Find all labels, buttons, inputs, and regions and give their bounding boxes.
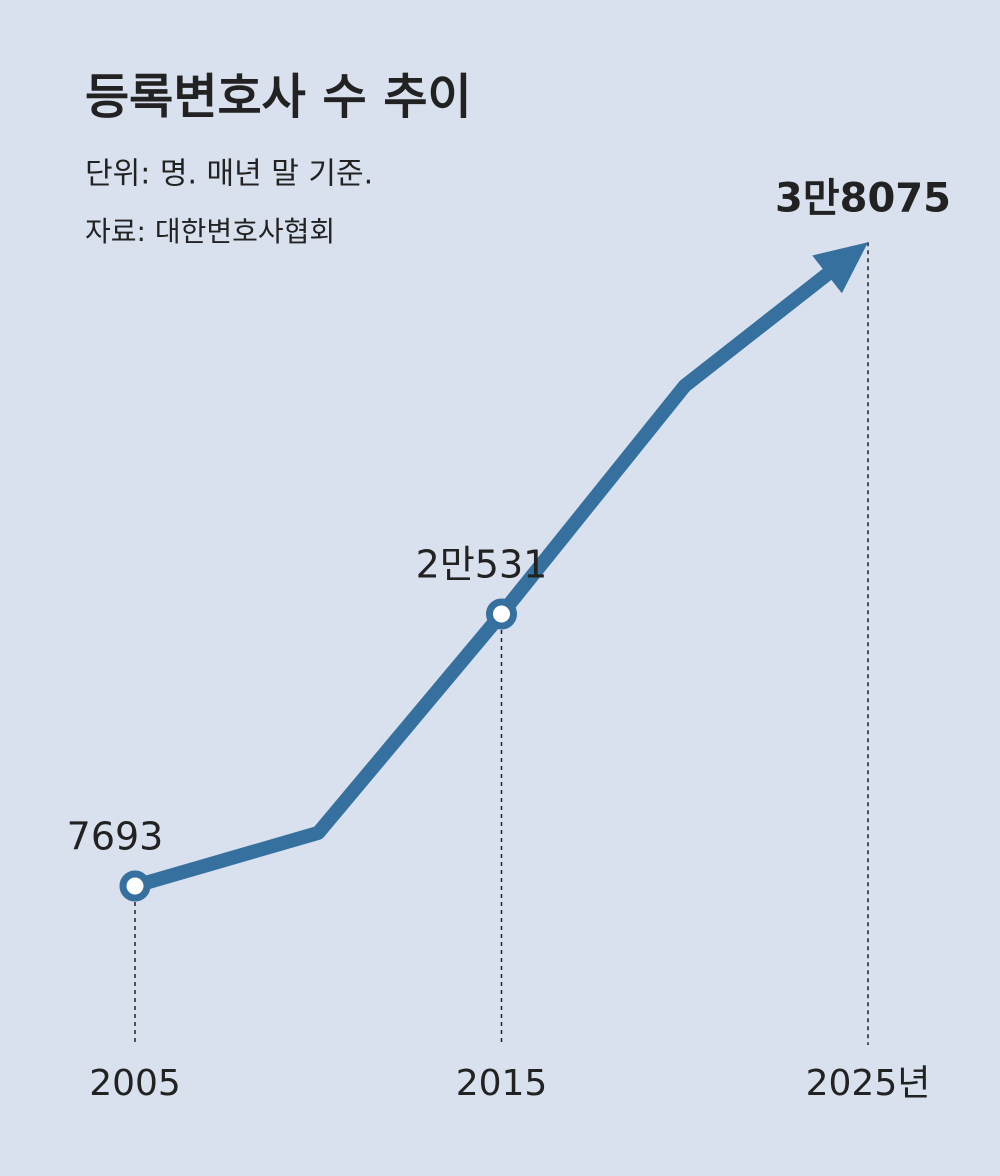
chart-source: 자료: 대한변호사협회 bbox=[85, 215, 335, 248]
chart-subtitle: 단위: 명. 매년 말 기준. bbox=[85, 157, 373, 192]
point-marker bbox=[486, 598, 517, 630]
x-tick-label: 2025년 bbox=[806, 1063, 931, 1104]
arrowhead bbox=[812, 242, 868, 294]
chart-title: 등록변호사 수 추이 bbox=[85, 69, 472, 125]
x-tick-label: 2005 bbox=[89, 1063, 181, 1104]
point-marker bbox=[119, 870, 151, 902]
value-label: 7693 bbox=[67, 815, 164, 859]
x-tick-label: 2015 bbox=[456, 1063, 548, 1104]
value-label: 2만531 bbox=[416, 542, 548, 586]
value-label: 3만8075 bbox=[775, 175, 951, 221]
